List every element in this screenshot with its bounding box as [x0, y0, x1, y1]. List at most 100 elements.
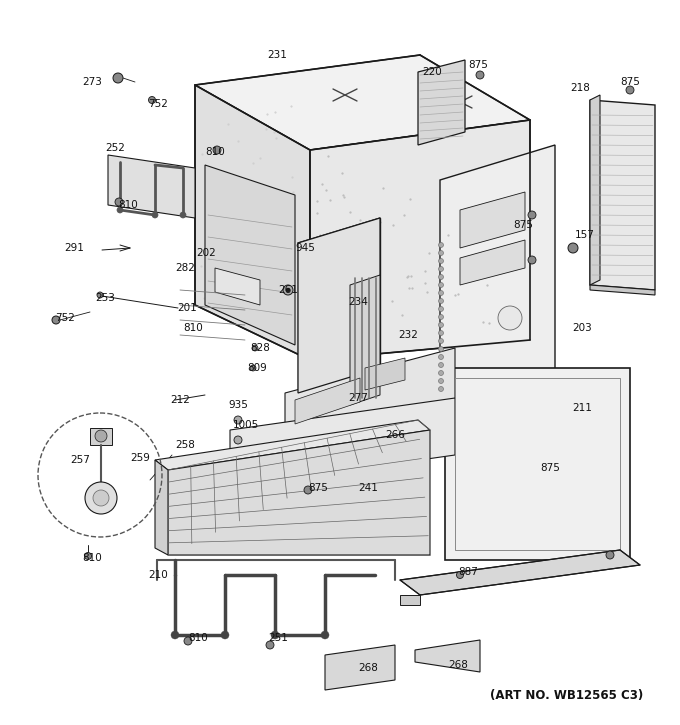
Polygon shape — [460, 192, 525, 248]
Polygon shape — [350, 275, 380, 405]
Circle shape — [439, 242, 443, 247]
Text: 875: 875 — [308, 483, 328, 493]
Circle shape — [439, 370, 443, 376]
Circle shape — [213, 146, 221, 154]
Circle shape — [271, 631, 279, 639]
Circle shape — [184, 637, 192, 645]
Text: 752: 752 — [55, 313, 75, 323]
Circle shape — [439, 291, 443, 296]
Text: 211: 211 — [572, 403, 592, 413]
Circle shape — [439, 251, 443, 255]
Polygon shape — [195, 85, 310, 360]
Circle shape — [304, 486, 312, 494]
Polygon shape — [155, 420, 430, 470]
Polygon shape — [415, 640, 480, 672]
Text: 810: 810 — [188, 633, 208, 643]
Circle shape — [439, 347, 443, 352]
Text: 810: 810 — [118, 200, 138, 210]
Circle shape — [439, 362, 443, 368]
Circle shape — [84, 552, 92, 560]
Polygon shape — [215, 268, 260, 305]
Text: 809: 809 — [247, 363, 267, 373]
Text: 273: 273 — [82, 77, 102, 87]
Polygon shape — [440, 145, 555, 420]
Polygon shape — [590, 95, 600, 285]
Text: 277: 277 — [348, 393, 368, 403]
Text: 241: 241 — [358, 483, 378, 493]
Circle shape — [115, 198, 123, 206]
Text: 935: 935 — [228, 400, 248, 410]
Polygon shape — [108, 155, 195, 218]
Polygon shape — [460, 240, 525, 285]
Circle shape — [439, 275, 443, 280]
Text: 251: 251 — [268, 633, 288, 643]
Polygon shape — [195, 55, 530, 150]
Circle shape — [476, 71, 484, 79]
Circle shape — [439, 323, 443, 328]
Polygon shape — [155, 460, 168, 555]
Circle shape — [221, 631, 229, 639]
Circle shape — [568, 243, 578, 253]
Polygon shape — [310, 120, 530, 360]
Circle shape — [113, 73, 123, 83]
Polygon shape — [168, 430, 430, 555]
Polygon shape — [590, 285, 655, 295]
Circle shape — [528, 256, 536, 264]
Text: 268: 268 — [358, 663, 378, 673]
Text: 231: 231 — [267, 50, 287, 60]
Text: 212: 212 — [170, 395, 190, 405]
Polygon shape — [90, 428, 112, 445]
Circle shape — [439, 299, 443, 304]
Circle shape — [266, 641, 274, 649]
Text: 252: 252 — [105, 143, 125, 153]
Text: 810: 810 — [82, 553, 102, 563]
Polygon shape — [325, 645, 395, 690]
Circle shape — [97, 292, 103, 298]
Circle shape — [626, 86, 634, 94]
Circle shape — [95, 430, 107, 442]
Text: 218: 218 — [570, 83, 590, 93]
Circle shape — [498, 306, 522, 330]
Polygon shape — [365, 358, 405, 390]
Text: 220: 220 — [422, 67, 442, 77]
Circle shape — [117, 207, 123, 213]
Text: 258: 258 — [175, 440, 195, 450]
Text: 875: 875 — [620, 77, 640, 87]
Polygon shape — [285, 348, 455, 455]
Circle shape — [439, 386, 443, 392]
Circle shape — [439, 307, 443, 312]
Circle shape — [321, 631, 329, 639]
Circle shape — [456, 571, 464, 579]
Text: 234: 234 — [348, 297, 368, 307]
Circle shape — [234, 436, 242, 444]
Circle shape — [286, 288, 290, 292]
Circle shape — [528, 211, 536, 219]
Text: 945: 945 — [295, 243, 315, 253]
Text: 257: 257 — [70, 455, 90, 465]
Text: 875: 875 — [513, 220, 533, 230]
Polygon shape — [230, 398, 455, 487]
Polygon shape — [205, 165, 295, 345]
Text: 266: 266 — [385, 430, 405, 440]
Text: 875: 875 — [468, 60, 488, 70]
Circle shape — [171, 631, 179, 639]
Text: 828: 828 — [250, 343, 270, 353]
Text: 201: 201 — [177, 303, 197, 313]
Text: 752: 752 — [148, 99, 168, 109]
Circle shape — [439, 331, 443, 336]
Polygon shape — [400, 550, 640, 595]
Polygon shape — [298, 218, 380, 393]
Polygon shape — [590, 100, 655, 290]
Text: 202: 202 — [196, 248, 216, 258]
Circle shape — [439, 259, 443, 263]
Text: 875: 875 — [540, 463, 560, 473]
Text: 157: 157 — [575, 230, 595, 240]
Polygon shape — [295, 378, 360, 424]
Circle shape — [93, 490, 109, 506]
Text: 210: 210 — [148, 570, 168, 580]
Circle shape — [85, 482, 117, 514]
Text: 810: 810 — [183, 323, 203, 333]
Circle shape — [148, 96, 156, 104]
Circle shape — [439, 315, 443, 320]
Circle shape — [52, 316, 60, 324]
